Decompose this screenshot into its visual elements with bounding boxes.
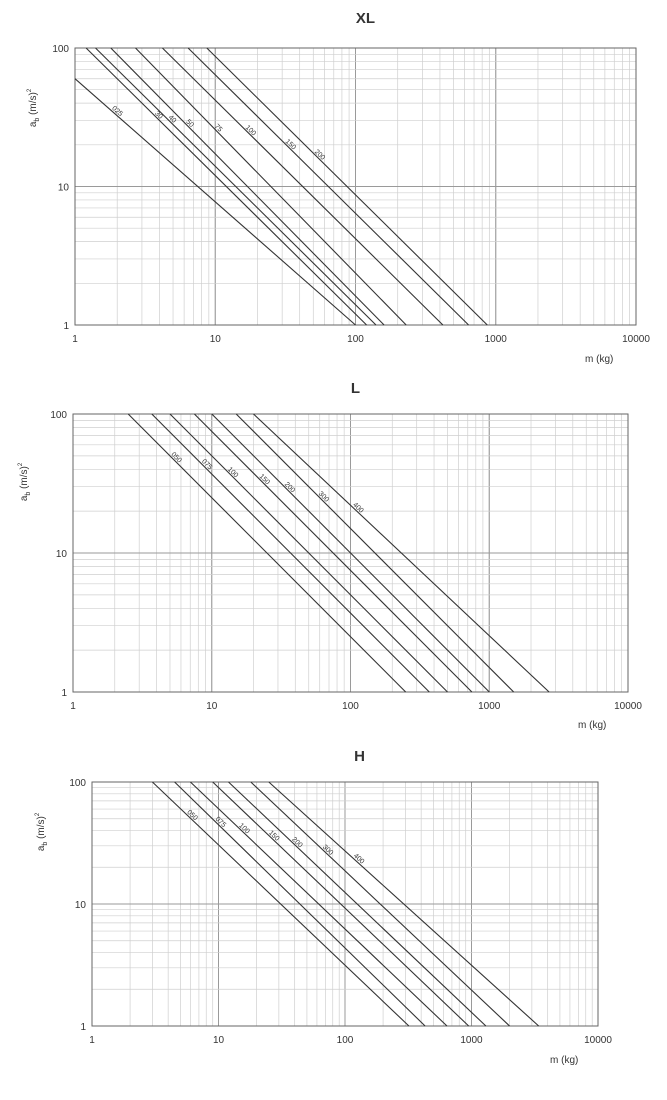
y-axis-label-main: a xyxy=(28,121,39,127)
chart-title: XL xyxy=(355,10,376,27)
chart-l: L 1 10 100 1000 10000 1 10 100 m (kg) ab (m/s)2 40… xyxy=(0,370,667,740)
x-tick-label: 10 xyxy=(206,701,218,712)
y-tick-label: 100 xyxy=(69,778,86,789)
y-tick-label: 10 xyxy=(58,183,70,194)
y-axis-label: ab (m/s)2 xyxy=(35,812,49,851)
chart-h: H 1 10 100 1000 10000 1 10 100 m (kg) ab (m/s)2 40… xyxy=(0,740,667,1100)
y-axis-label-sub: b xyxy=(25,492,32,496)
plot-frame xyxy=(91,781,599,1027)
series-line xyxy=(95,47,377,326)
series-line xyxy=(151,413,430,693)
series-line xyxy=(152,781,410,1027)
y-tick-label: 10 xyxy=(75,900,87,911)
series-label: 100 xyxy=(226,466,239,479)
series-line xyxy=(190,781,448,1027)
y-axis-label: ab (m/s)2 xyxy=(27,88,41,127)
series-label: 75 xyxy=(213,123,224,134)
y-axis-label-sub: b xyxy=(42,842,49,846)
y-tick-label: 100 xyxy=(50,410,67,421)
x-tick-label: 1 xyxy=(89,1035,95,1046)
y-axis-label-unit: (m/s) xyxy=(28,92,39,118)
series-label: 400 xyxy=(351,502,364,515)
x-tick-label: 100 xyxy=(342,701,359,712)
series-label: 100 xyxy=(237,822,250,835)
y-axis-label: ab (m/s)2 xyxy=(18,462,32,501)
series-line xyxy=(169,413,448,693)
series-line xyxy=(174,781,426,1027)
y-axis-label-unit: (m/s) xyxy=(19,466,30,492)
series-label: 30 xyxy=(153,110,164,121)
y-axis-label-unit: (m/s) xyxy=(36,816,47,842)
series-label: 200 xyxy=(290,836,303,849)
series-label: 300 xyxy=(317,490,330,503)
y-axis-label-main: a xyxy=(36,845,47,851)
chart-title: L xyxy=(350,380,361,397)
y-axis-label-sub: b xyxy=(34,118,41,122)
y-tick-label: 1 xyxy=(80,1022,86,1033)
x-tick-label: 1000 xyxy=(485,334,508,345)
x-tick-label: 1 xyxy=(70,701,76,712)
plot-l: 1 10 100 1000 10000 1 10 100 m (kg) ab (m/s)2 400 3… xyxy=(18,410,642,731)
series-line xyxy=(127,413,407,693)
series-label: 150 xyxy=(267,830,280,843)
series-label: 100 xyxy=(244,124,257,137)
chart-xl: XL 1 10 100 1000 10000 1 10 100 m (kg) ab (m/s)2 2… xyxy=(0,0,667,370)
series-line xyxy=(250,781,510,1027)
series-line xyxy=(206,47,488,326)
y-tick-label: 100 xyxy=(52,44,69,55)
series-line xyxy=(110,47,385,326)
x-tick-label: 100 xyxy=(347,334,364,345)
x-tick-label: 100 xyxy=(337,1035,354,1046)
series-label: 50 xyxy=(184,118,195,129)
x-tick-label: 10000 xyxy=(622,334,650,345)
x-axis-label: m (kg) xyxy=(550,1055,578,1066)
x-tick-label: 10000 xyxy=(614,701,642,712)
series-label: 025 xyxy=(110,105,123,118)
y-axis-label-sup: 2 xyxy=(35,812,41,816)
series-line xyxy=(235,413,515,693)
x-tick-label: 10 xyxy=(210,334,222,345)
series-line xyxy=(85,47,367,326)
series-label: 150 xyxy=(284,138,297,151)
y-axis-label-sup: 2 xyxy=(18,462,24,466)
x-tick-label: 1000 xyxy=(478,701,501,712)
series-line xyxy=(228,781,487,1027)
chart-title: H xyxy=(354,748,365,765)
series-line xyxy=(162,47,444,326)
grid xyxy=(74,47,637,326)
series-label: 075 xyxy=(214,816,227,829)
y-tick-label: 1 xyxy=(61,688,67,699)
series-line xyxy=(194,413,473,693)
series-label: 050 xyxy=(185,809,198,822)
plot-frame xyxy=(72,413,629,693)
series-line xyxy=(212,781,470,1027)
x-axis-label: m (kg) xyxy=(585,354,613,365)
series-label: 400 xyxy=(352,853,365,866)
y-axis-label-main: a xyxy=(19,495,30,501)
series-label: 150 xyxy=(258,473,271,486)
y-axis-label-sup: 2 xyxy=(27,88,33,92)
x-tick-label: 1 xyxy=(72,334,78,345)
y-tick-label: 10 xyxy=(56,549,68,560)
grid xyxy=(91,781,599,1027)
series-line xyxy=(268,781,540,1027)
series-line xyxy=(135,47,407,326)
series-line xyxy=(253,413,550,693)
y-tick-label: 1 xyxy=(63,321,69,332)
x-tick-label: 10 xyxy=(213,1035,225,1046)
series-line xyxy=(74,78,356,326)
x-tick-label: 10000 xyxy=(584,1035,612,1046)
series-line xyxy=(187,47,469,326)
x-axis-label: m (kg) xyxy=(578,720,606,731)
series-label: 200 xyxy=(283,481,296,494)
series-label: 40 xyxy=(167,114,178,125)
series-line xyxy=(211,413,490,693)
x-tick-label: 1000 xyxy=(460,1035,483,1046)
